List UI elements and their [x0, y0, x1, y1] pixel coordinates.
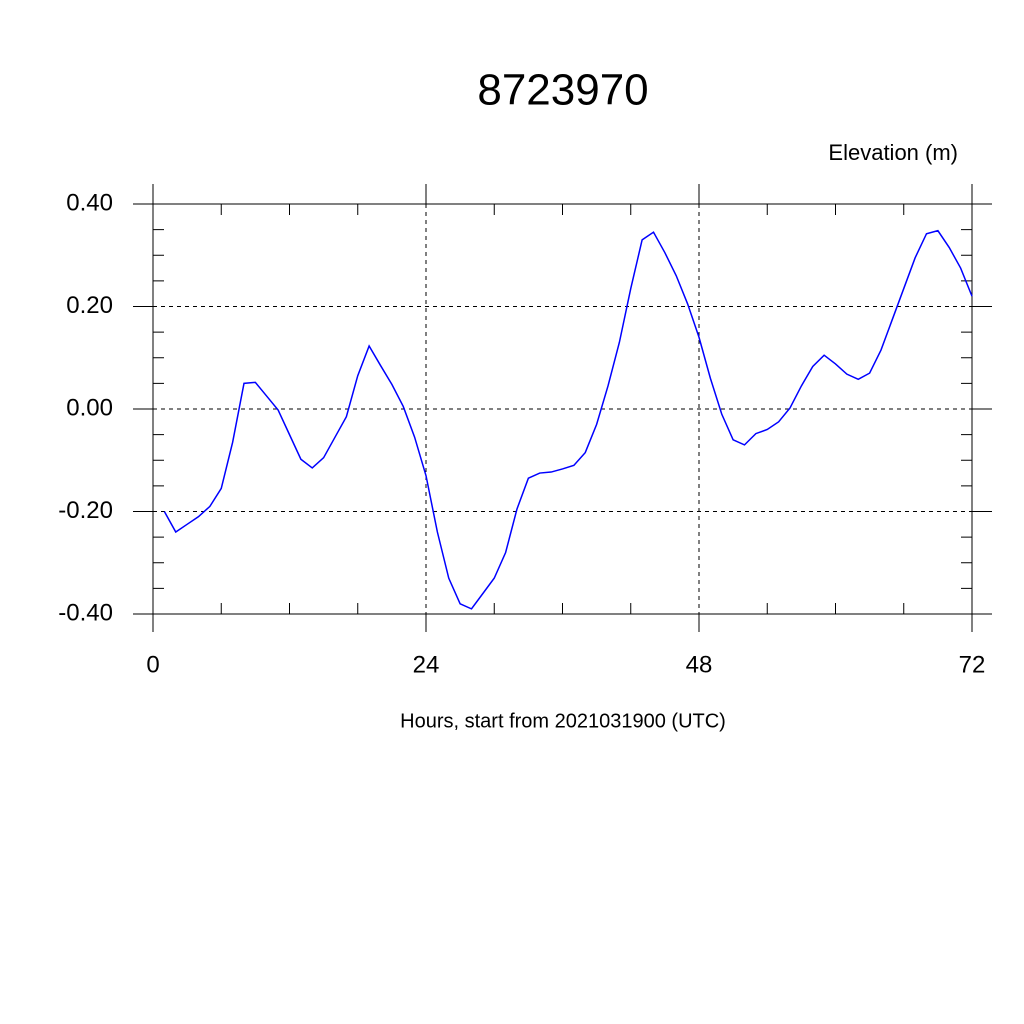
- chart-subtitle: Elevation (m): [828, 140, 958, 165]
- x-tick-label: 24: [413, 651, 440, 678]
- x-axis-label: Hours, start from 2021031900 (UTC): [400, 710, 726, 732]
- data-line: [163, 229, 973, 610]
- y-tick-label: 0.00: [66, 394, 113, 421]
- y-tick-label: 0.40: [66, 189, 113, 216]
- x-tick-label: 72: [959, 651, 986, 678]
- x-tick-label: 0: [146, 651, 159, 678]
- y-tick-label: -0.40: [58, 599, 113, 626]
- y-tick-label: 0.20: [66, 292, 113, 319]
- y-tick-label: -0.20: [58, 497, 113, 524]
- chart-title: 8723970: [477, 66, 648, 115]
- x-tick-label: 48: [686, 651, 713, 678]
- plot-frame: [152, 203, 973, 615]
